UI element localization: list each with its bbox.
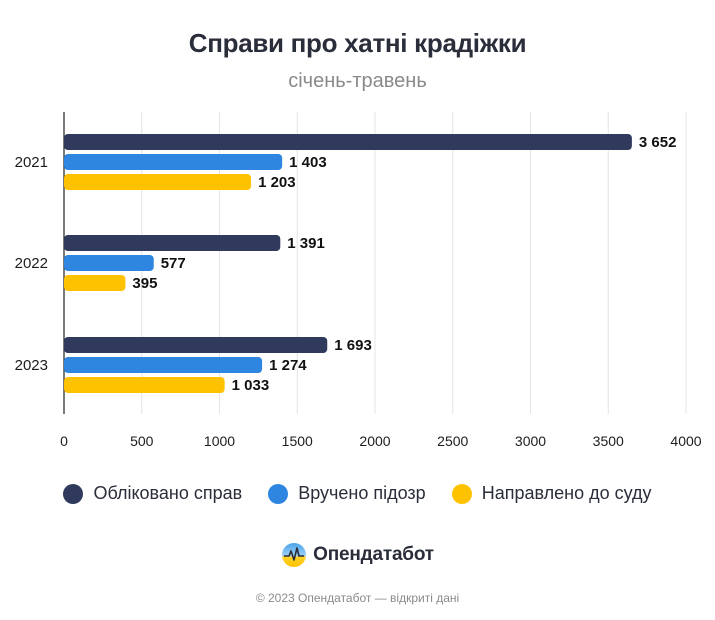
legend-label-registered: Обліковано справ — [93, 483, 243, 503]
x-tick-label: 500 — [130, 433, 154, 449]
legend-item-court: Направлено до суду — [451, 483, 652, 504]
x-tick-label: 3500 — [593, 433, 624, 449]
y-category-label: 2022 — [15, 255, 48, 272]
x-tick-label: 2500 — [437, 433, 468, 449]
bar-chart: 0 500 1000 1500 2000 2500 3000 3500 4000 2021 3 65… — [15, 112, 702, 449]
bar-value-label: 395 — [132, 275, 157, 292]
bar-value-label: 1 203 — [258, 174, 296, 191]
brand-name: Опендатабот — [313, 544, 434, 565]
legend-label-suspicion: Вручено підозр — [298, 483, 426, 503]
bar — [64, 357, 263, 373]
legend-swatch-registered — [63, 483, 84, 504]
bar-value-label: 1 693 — [334, 337, 372, 354]
bar-value-label: 3 652 — [639, 134, 677, 151]
bar — [64, 174, 252, 190]
bar — [64, 337, 328, 353]
bar — [64, 134, 632, 150]
y-category-label: 2021 — [15, 154, 48, 171]
bar — [64, 255, 154, 271]
chart-subtitle: січень-травень — [288, 70, 427, 92]
legend-swatch-suspicion — [268, 483, 289, 504]
y-category-label: 2023 — [15, 357, 48, 374]
footer-credit: © 2023 Опендатабот — відкриті дані — [255, 591, 460, 605]
bar-value-label: 577 — [161, 255, 186, 272]
x-tick-label: 2000 — [359, 433, 390, 449]
legend-label-court: Направлено до суду — [481, 483, 652, 503]
bar-value-label: 1 391 — [287, 235, 325, 252]
bar-value-label: 1 274 — [269, 357, 307, 374]
x-tick-label: 1000 — [204, 433, 235, 449]
chart-title: Справи про хатні крадіжки — [188, 28, 527, 58]
legend-swatch-court — [451, 483, 472, 504]
legend: Обліковано справ Вручено підозр Направле… — [0, 483, 715, 504]
x-tick-label: 1500 — [282, 433, 313, 449]
x-tick-label: 3000 — [515, 433, 546, 449]
bar-value-label: 1 033 — [232, 377, 270, 394]
bar — [64, 377, 225, 393]
bar-value-label: 1 403 — [289, 154, 327, 171]
legend-item-suspicion: Вручено підозр — [268, 483, 426, 504]
opendatabot-logo-icon — [282, 543, 307, 567]
bar — [64, 275, 126, 291]
x-tick-label: 0 — [60, 433, 68, 449]
legend-item-registered: Обліковано справ — [63, 483, 242, 504]
x-tick-label: 4000 — [670, 433, 701, 449]
bar — [64, 154, 283, 170]
brand: Опендатабот — [0, 542, 715, 568]
bar — [64, 235, 281, 251]
